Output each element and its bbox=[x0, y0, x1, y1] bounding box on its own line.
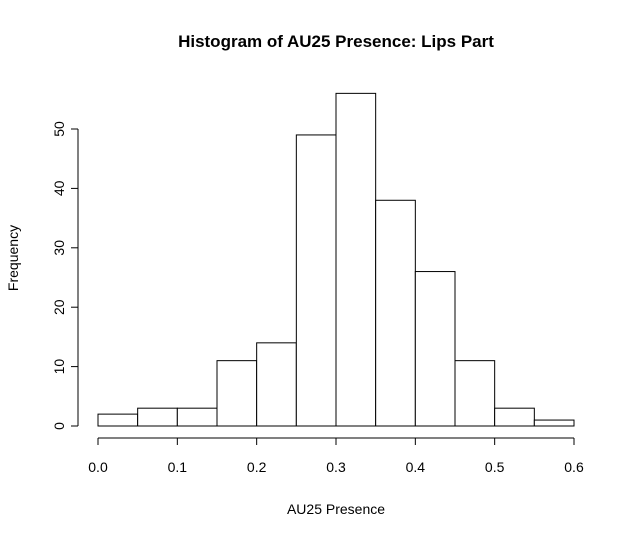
histogram-bar-9 bbox=[414, 271, 456, 427]
histogram-bar-12 bbox=[533, 419, 575, 427]
histogram-bar-7 bbox=[335, 92, 377, 427]
histogram-bar-1 bbox=[97, 413, 139, 427]
histogram-bar-11 bbox=[494, 407, 535, 427]
y-tick-label: 50 bbox=[51, 121, 67, 137]
y-tick-label: 0 bbox=[51, 422, 67, 430]
histogram-bar-2 bbox=[137, 407, 178, 427]
y-tick-label: 10 bbox=[51, 359, 67, 375]
histogram-bar-5 bbox=[256, 342, 297, 427]
x-tick-label: 0.3 bbox=[326, 459, 346, 475]
chart-title: Histogram of AU25 Presence: Lips Part bbox=[178, 32, 494, 51]
histogram-bar-6 bbox=[295, 134, 337, 427]
x-tick-label: 0.0 bbox=[88, 459, 108, 475]
histogram-bar-10 bbox=[454, 360, 496, 427]
x-tick-label: 0.6 bbox=[564, 459, 584, 475]
x-axis: 0.0 0.1 0.2 0.3 0.4 0.5 0.6 bbox=[88, 437, 584, 475]
x-tick-label: 0.1 bbox=[168, 459, 188, 475]
histogram-bar-8 bbox=[375, 199, 416, 427]
x-tick-label: 0.5 bbox=[485, 459, 505, 475]
bars-group bbox=[97, 92, 575, 427]
y-axis: 0 10 20 30 40 50 bbox=[51, 121, 79, 430]
x-tick-label: 0.4 bbox=[406, 459, 426, 475]
y-tick-label: 20 bbox=[51, 299, 67, 315]
histogram-bar-4 bbox=[216, 360, 258, 427]
y-tick-label: 30 bbox=[51, 240, 67, 256]
y-axis-label: Frequency bbox=[5, 225, 21, 291]
x-tick-label: 0.2 bbox=[247, 459, 267, 475]
x-axis-label: AU25 Presence bbox=[287, 501, 385, 517]
histogram-bar-3 bbox=[176, 407, 218, 427]
y-tick-label: 40 bbox=[51, 180, 67, 196]
